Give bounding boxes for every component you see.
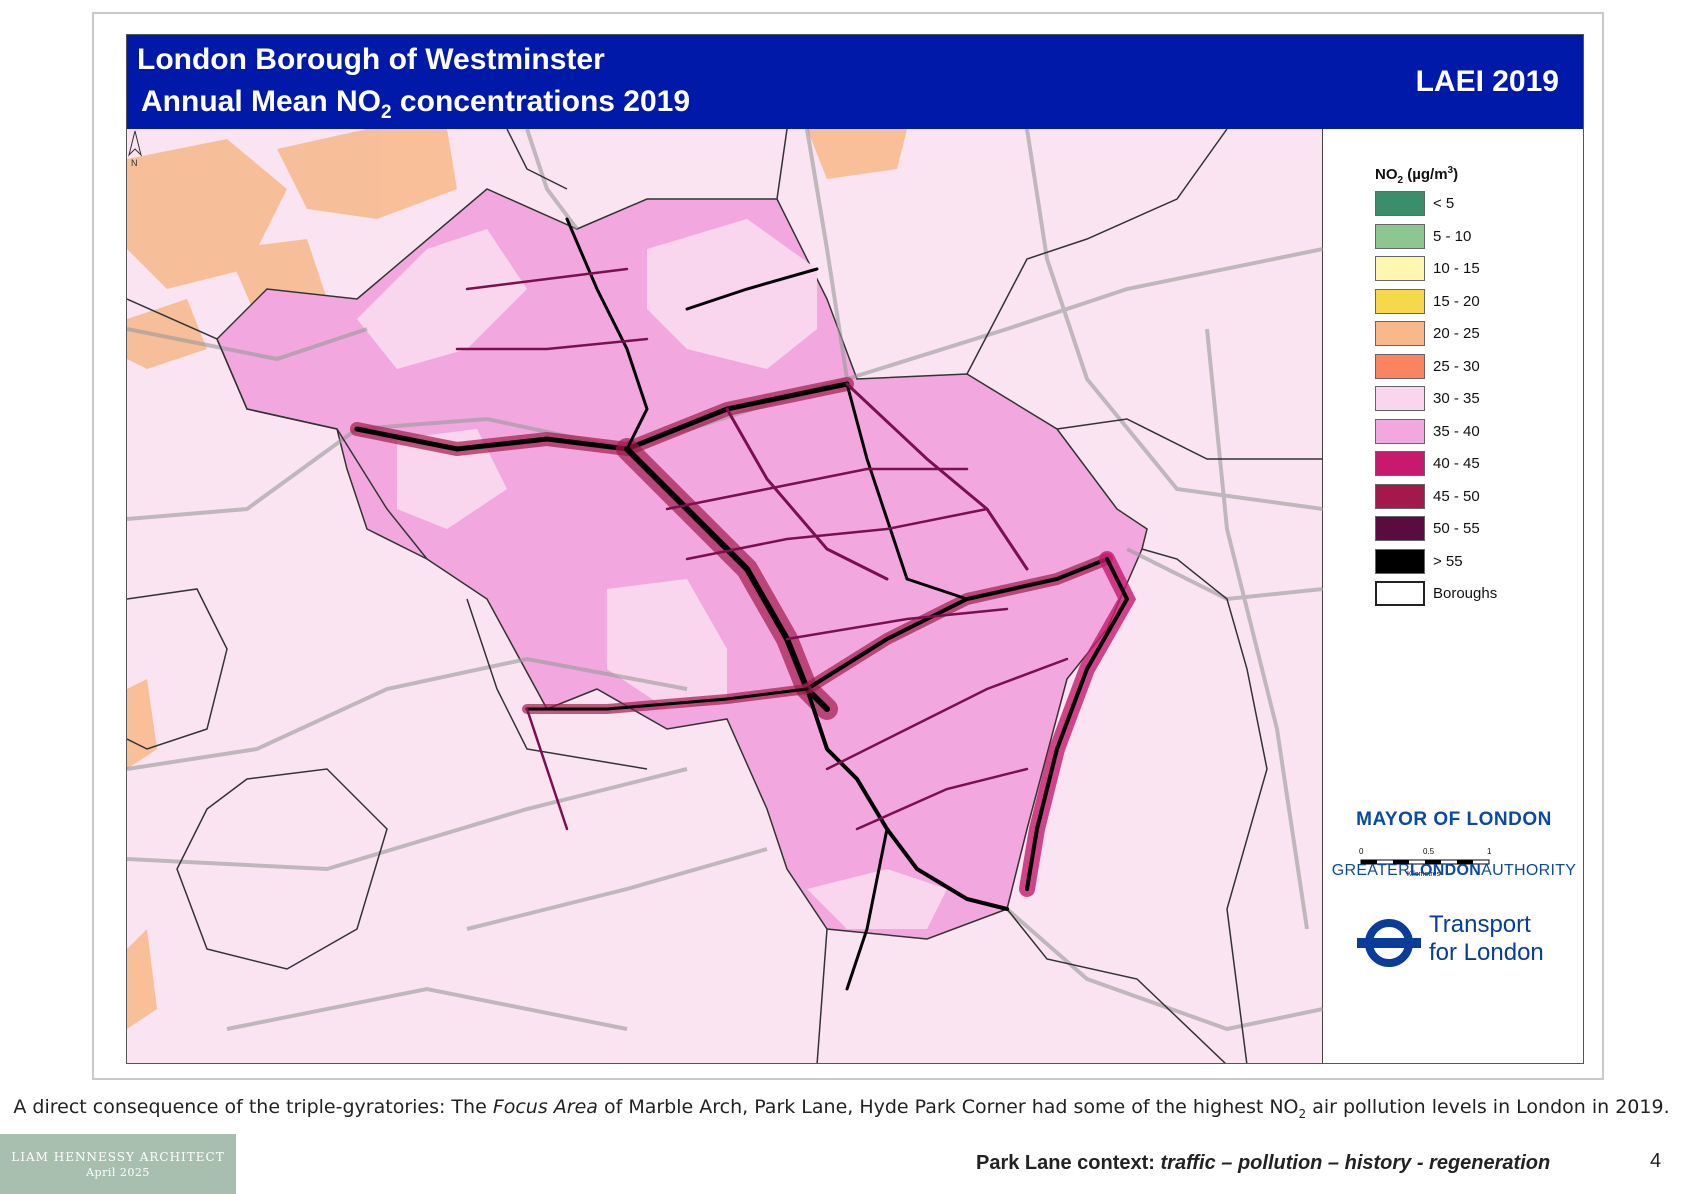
footer-title: Park Lane context: traffic – pollution –…	[976, 1152, 1551, 1174]
legend-swatch	[1375, 321, 1425, 346]
north-arrow-icon: N	[128, 130, 142, 168]
legend-swatch	[1375, 191, 1425, 216]
scale-tick-0: 0	[1359, 847, 1364, 856]
scale-bar-graphic	[1360, 859, 1490, 865]
legend-swatch	[1375, 516, 1425, 541]
pollution-map: N	[127, 129, 1323, 1063]
north-label: N	[131, 158, 138, 168]
legend-label: 40 - 45	[1433, 455, 1480, 472]
park-areas	[127, 129, 907, 1029]
map-graphic	[127, 129, 1323, 1063]
page-number: 4	[1650, 1150, 1662, 1172]
laei-tag: LAEI 2019	[1415, 65, 1559, 98]
legend-label: 50 - 55	[1433, 520, 1480, 537]
legend-panel: NO2 (µg/m3) < 5 5 - 10 10 - 15 15 - 20 20 - …	[1323, 129, 1583, 1063]
scale-bar: 0 0.5 1 Kilometres	[1359, 847, 1499, 887]
legend-swatch	[1375, 256, 1425, 281]
map-title-bar: London Borough of Westminster Annual Mea…	[127, 35, 1583, 129]
legend-swatch	[1375, 386, 1425, 411]
legend-label: 25 - 30	[1433, 357, 1480, 375]
slide-caption: A direct consequence of the triple-gyrat…	[13, 1096, 1670, 1121]
legend-swatch	[1375, 418, 1425, 444]
scale-units: Kilometres	[1407, 871, 1441, 878]
legend-swatch	[1375, 288, 1425, 314]
map-title: London Borough of Westminster	[137, 43, 605, 76]
brand-date: April 2025	[86, 1166, 150, 1179]
legend-label: 15 - 20	[1433, 292, 1480, 310]
legend-label: 5 - 10	[1433, 227, 1472, 245]
legend-label: 45 - 50	[1433, 487, 1480, 505]
gla-logo: GREATERLONDONAUTHORITY	[1331, 862, 1577, 879]
scale-tick-mid: 0.5	[1423, 847, 1435, 856]
legend-swatch	[1375, 223, 1425, 249]
legend-label: 30 - 35	[1433, 390, 1480, 407]
scale-tick-end: 1	[1487, 847, 1492, 856]
legend-label: 35 - 40	[1433, 422, 1480, 440]
architect-brand-box: LIAM HENNESSY ARCHITECT April 2025	[0, 1134, 236, 1194]
map-subtitle: Annual Mean NO2 concentrations 2019	[141, 85, 691, 123]
borough-boundaries	[127, 129, 1323, 1063]
surrounding-roads	[127, 129, 1323, 1032]
legend-swatch	[1375, 548, 1425, 574]
brand-name: LIAM HENNESSY ARCHITECT	[11, 1150, 225, 1164]
major-roads	[350, 217, 1137, 991]
legend-label: 10 - 15	[1433, 260, 1480, 277]
map-panel: London Borough of Westminster Annual Mea…	[126, 34, 1584, 1064]
legend-label: > 55	[1433, 552, 1463, 570]
legend-label: < 5	[1433, 195, 1455, 212]
legend-label: Boroughs	[1433, 585, 1498, 602]
tfl-logo: Transport for London	[1357, 911, 1577, 975]
tfl-roundel-icon	[1357, 919, 1421, 967]
tfl-wordmark: Transport for London	[1429, 911, 1544, 966]
legend-swatch	[1375, 581, 1425, 606]
mayor-of-london-logo: MAYOR OF LONDON	[1356, 809, 1552, 830]
legend-swatch	[1375, 353, 1425, 379]
legend-swatch	[1375, 483, 1425, 509]
legend-title: NO2 (µg/m3)	[1375, 165, 1459, 186]
legend-label: 20 - 25	[1433, 325, 1480, 342]
legend-swatch	[1375, 451, 1425, 476]
